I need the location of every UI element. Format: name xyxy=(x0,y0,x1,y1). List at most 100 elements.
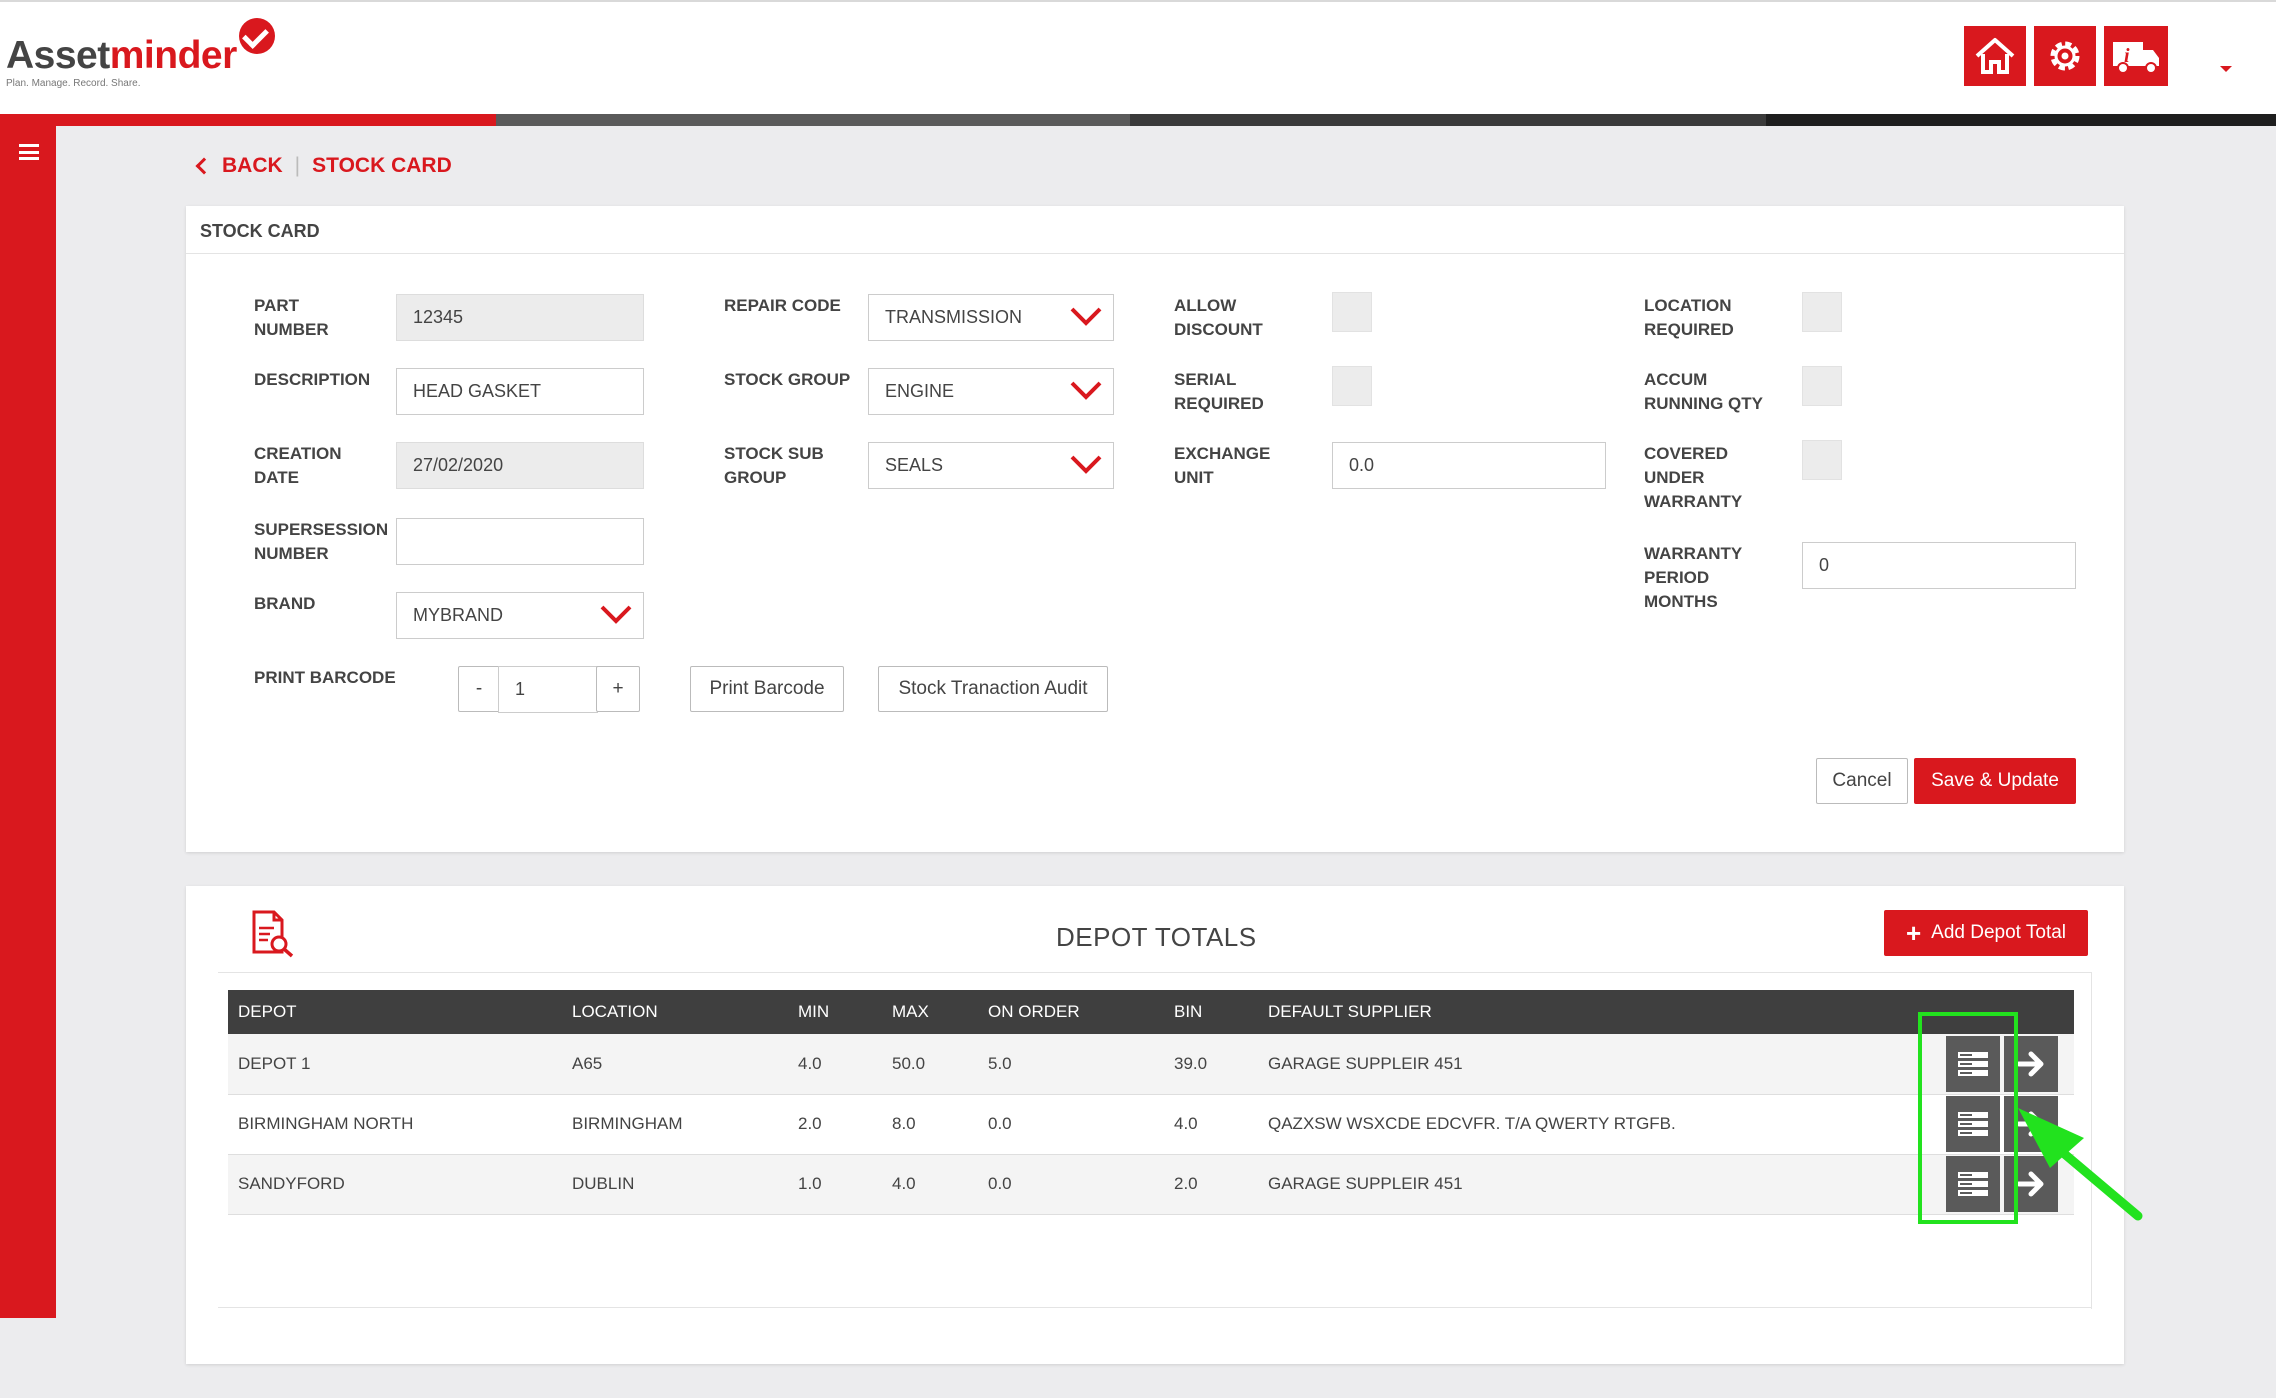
max-cell: 8.0 xyxy=(882,1094,978,1155)
stock-group-value: ENGINE xyxy=(885,381,955,401)
allow-discount-checkbox[interactable] xyxy=(1332,292,1372,332)
table-header-row: DEPOT LOCATION MIN MAX ON ORDER BIN DEFA… xyxy=(228,990,2074,1034)
min-cell: 2.0 xyxy=(788,1094,882,1155)
depot-cell: DEPOT 1 xyxy=(228,1034,562,1095)
part-number-field[interactable]: 12345 xyxy=(396,294,644,341)
add-depot-total-button[interactable]: + Add Depot Total xyxy=(1884,910,2088,956)
supersession-number-field[interactable] xyxy=(396,518,644,565)
accum-running-qty-label: ACCUM RUNNING QTY xyxy=(1644,370,1763,413)
depot-totals-table: DEPOT LOCATION MIN MAX ON ORDER BIN DEFA… xyxy=(228,990,2074,1215)
repair-code-value: TRANSMISSION xyxy=(885,307,1023,327)
min-cell: 4.0 xyxy=(788,1034,882,1095)
covered-warranty-checkbox[interactable] xyxy=(1802,440,1842,480)
cancel-button[interactable]: Cancel xyxy=(1816,758,1908,804)
truck-info-icon: i xyxy=(2113,42,2159,74)
open-button[interactable] xyxy=(2004,1035,2058,1092)
supplier-cell: QAZXSW WSXCDE EDCVFR. T/A QWERTY RTGFB. xyxy=(1258,1094,1914,1155)
col-default-supplier[interactable]: DEFAULT SUPPLIER xyxy=(1258,990,1914,1034)
add-depot-total-label: Add Depot Total xyxy=(1931,922,2067,943)
location-cell: BIRMINGHAM xyxy=(562,1094,788,1155)
stock-group-select[interactable]: ENGINE xyxy=(868,368,1114,415)
arrow-right-icon xyxy=(2016,1171,2044,1197)
depot-cell: SANDYFORD xyxy=(228,1154,562,1215)
settings-button[interactable] xyxy=(2034,26,2096,86)
location-cell: DUBLIN xyxy=(562,1154,788,1215)
header-icon-bar: i xyxy=(1964,26,2168,86)
depot-totals-panel: DEPOT TOTALS + Add Depot Total DEPOT LOC… xyxy=(186,886,2124,1364)
top-header: Assetminder Plan. Manage. Record. Share.… xyxy=(0,0,2276,114)
panel-title: STOCK CARD xyxy=(186,206,2124,254)
col-location[interactable]: LOCATION xyxy=(562,990,788,1034)
stock-card-panel: STOCK CARD PART NUMBER 12345 DESCRIPTION … xyxy=(186,206,2124,852)
repair-code-select[interactable]: TRANSMISSION xyxy=(868,294,1114,341)
print-barcode-label: PRINT BARCODE xyxy=(254,668,396,687)
on-order-cell: 0.0 xyxy=(978,1094,1164,1155)
accum-running-qty-checkbox[interactable] xyxy=(1802,366,1842,406)
side-nav xyxy=(0,126,56,1318)
exchange-unit-field[interactable]: 0.0 xyxy=(1332,442,1606,489)
bin-cell: 2.0 xyxy=(1164,1154,1258,1215)
row-actions xyxy=(1914,1034,2074,1095)
max-cell: 4.0 xyxy=(882,1154,978,1215)
col-depot[interactable]: DEPOT xyxy=(228,990,562,1034)
print-barcode-button[interactable]: Print Barcode xyxy=(690,666,844,712)
user-menu-caret-icon[interactable] xyxy=(2220,66,2232,72)
on-order-cell: 0.0 xyxy=(978,1154,1164,1215)
depot-cell: BIRMINGHAM NORTH xyxy=(228,1094,562,1155)
save-update-button[interactable]: Save & Update xyxy=(1914,758,2076,804)
stock-sub-group-select[interactable]: SEALS xyxy=(868,442,1114,489)
details-button[interactable] xyxy=(1946,1156,2000,1212)
details-button[interactable] xyxy=(1946,1096,2000,1152)
barcode-qty-field[interactable]: 1 xyxy=(498,666,598,713)
col-on-order[interactable]: ON ORDER xyxy=(978,990,1164,1034)
warranty-period-field[interactable]: 0 xyxy=(1802,542,2076,589)
min-cell: 1.0 xyxy=(788,1154,882,1215)
list-icon xyxy=(1958,1172,1988,1196)
table-row: BIRMINGHAM NORTH BIRMINGHAM 2.0 8.0 0.0 … xyxy=(228,1094,2074,1155)
creation-date-field[interactable]: 27/02/2020 xyxy=(396,442,644,489)
stock-audit-button[interactable]: Stock Tranaction Audit xyxy=(878,666,1108,712)
creation-date-label: CREATION DATE xyxy=(254,444,342,487)
qty-plus-button[interactable]: + xyxy=(596,666,640,712)
highlight-box xyxy=(1918,1012,2018,1224)
serial-required-label: SERIAL REQUIRED xyxy=(1174,370,1264,413)
breadcrumb-separator: | xyxy=(294,154,301,177)
repair-code-label: REPAIR CODE xyxy=(724,296,841,315)
vehicle-info-button[interactable]: i xyxy=(2104,26,2168,86)
warranty-period-label: WARRANTY PERIOD MONTHS xyxy=(1644,544,1743,611)
serial-required-checkbox[interactable] xyxy=(1332,366,1372,406)
logo-accent: minder xyxy=(109,34,238,77)
hamburger-menu-icon[interactable] xyxy=(19,144,39,160)
brand-value: MYBRAND xyxy=(413,605,504,625)
chevron-down-icon xyxy=(1070,455,1102,474)
gear-icon xyxy=(2050,41,2080,71)
details-button[interactable] xyxy=(1946,1035,2000,1092)
breadcrumb: BACK | STOCK CARD xyxy=(194,154,452,178)
col-max[interactable]: MAX xyxy=(882,990,978,1034)
exchange-unit-label: EXCHANGE UNIT xyxy=(1174,444,1271,487)
back-link[interactable]: BACK xyxy=(222,154,283,177)
list-icon xyxy=(1958,1051,1988,1076)
location-required-checkbox[interactable] xyxy=(1802,292,1842,332)
assetminder-logo[interactable]: Assetminder Plan. Manage. Record. Share. xyxy=(6,18,286,89)
checkmark-icon xyxy=(239,18,275,54)
chevron-left-icon[interactable] xyxy=(195,157,213,175)
header-color-stripe xyxy=(0,114,2276,126)
description-label: DESCRIPTION xyxy=(254,370,371,389)
max-cell: 50.0 xyxy=(882,1034,978,1095)
on-order-cell: 5.0 xyxy=(978,1034,1164,1095)
logo-main: Asset xyxy=(6,34,110,77)
description-field[interactable]: HEAD GASKET xyxy=(396,368,644,415)
depot-table-frame xyxy=(218,972,2092,1309)
col-bin[interactable]: BIN xyxy=(1164,990,1258,1034)
qty-minus-button[interactable]: - xyxy=(458,666,500,712)
brand-label: BRAND xyxy=(254,594,316,613)
home-icon xyxy=(1975,38,2015,74)
table-row: DEPOT 1 A65 4.0 50.0 5.0 39.0 GARAGE SUP… xyxy=(228,1034,2074,1095)
brand-select[interactable]: MYBRAND xyxy=(396,592,644,639)
logo-tagline: Plan. Manage. Record. Share. xyxy=(6,78,141,89)
list-icon xyxy=(1958,1112,1988,1136)
allow-discount-label: ALLOW DISCOUNT xyxy=(1174,296,1263,339)
home-button[interactable] xyxy=(1964,26,2026,86)
col-min[interactable]: MIN xyxy=(788,990,882,1034)
